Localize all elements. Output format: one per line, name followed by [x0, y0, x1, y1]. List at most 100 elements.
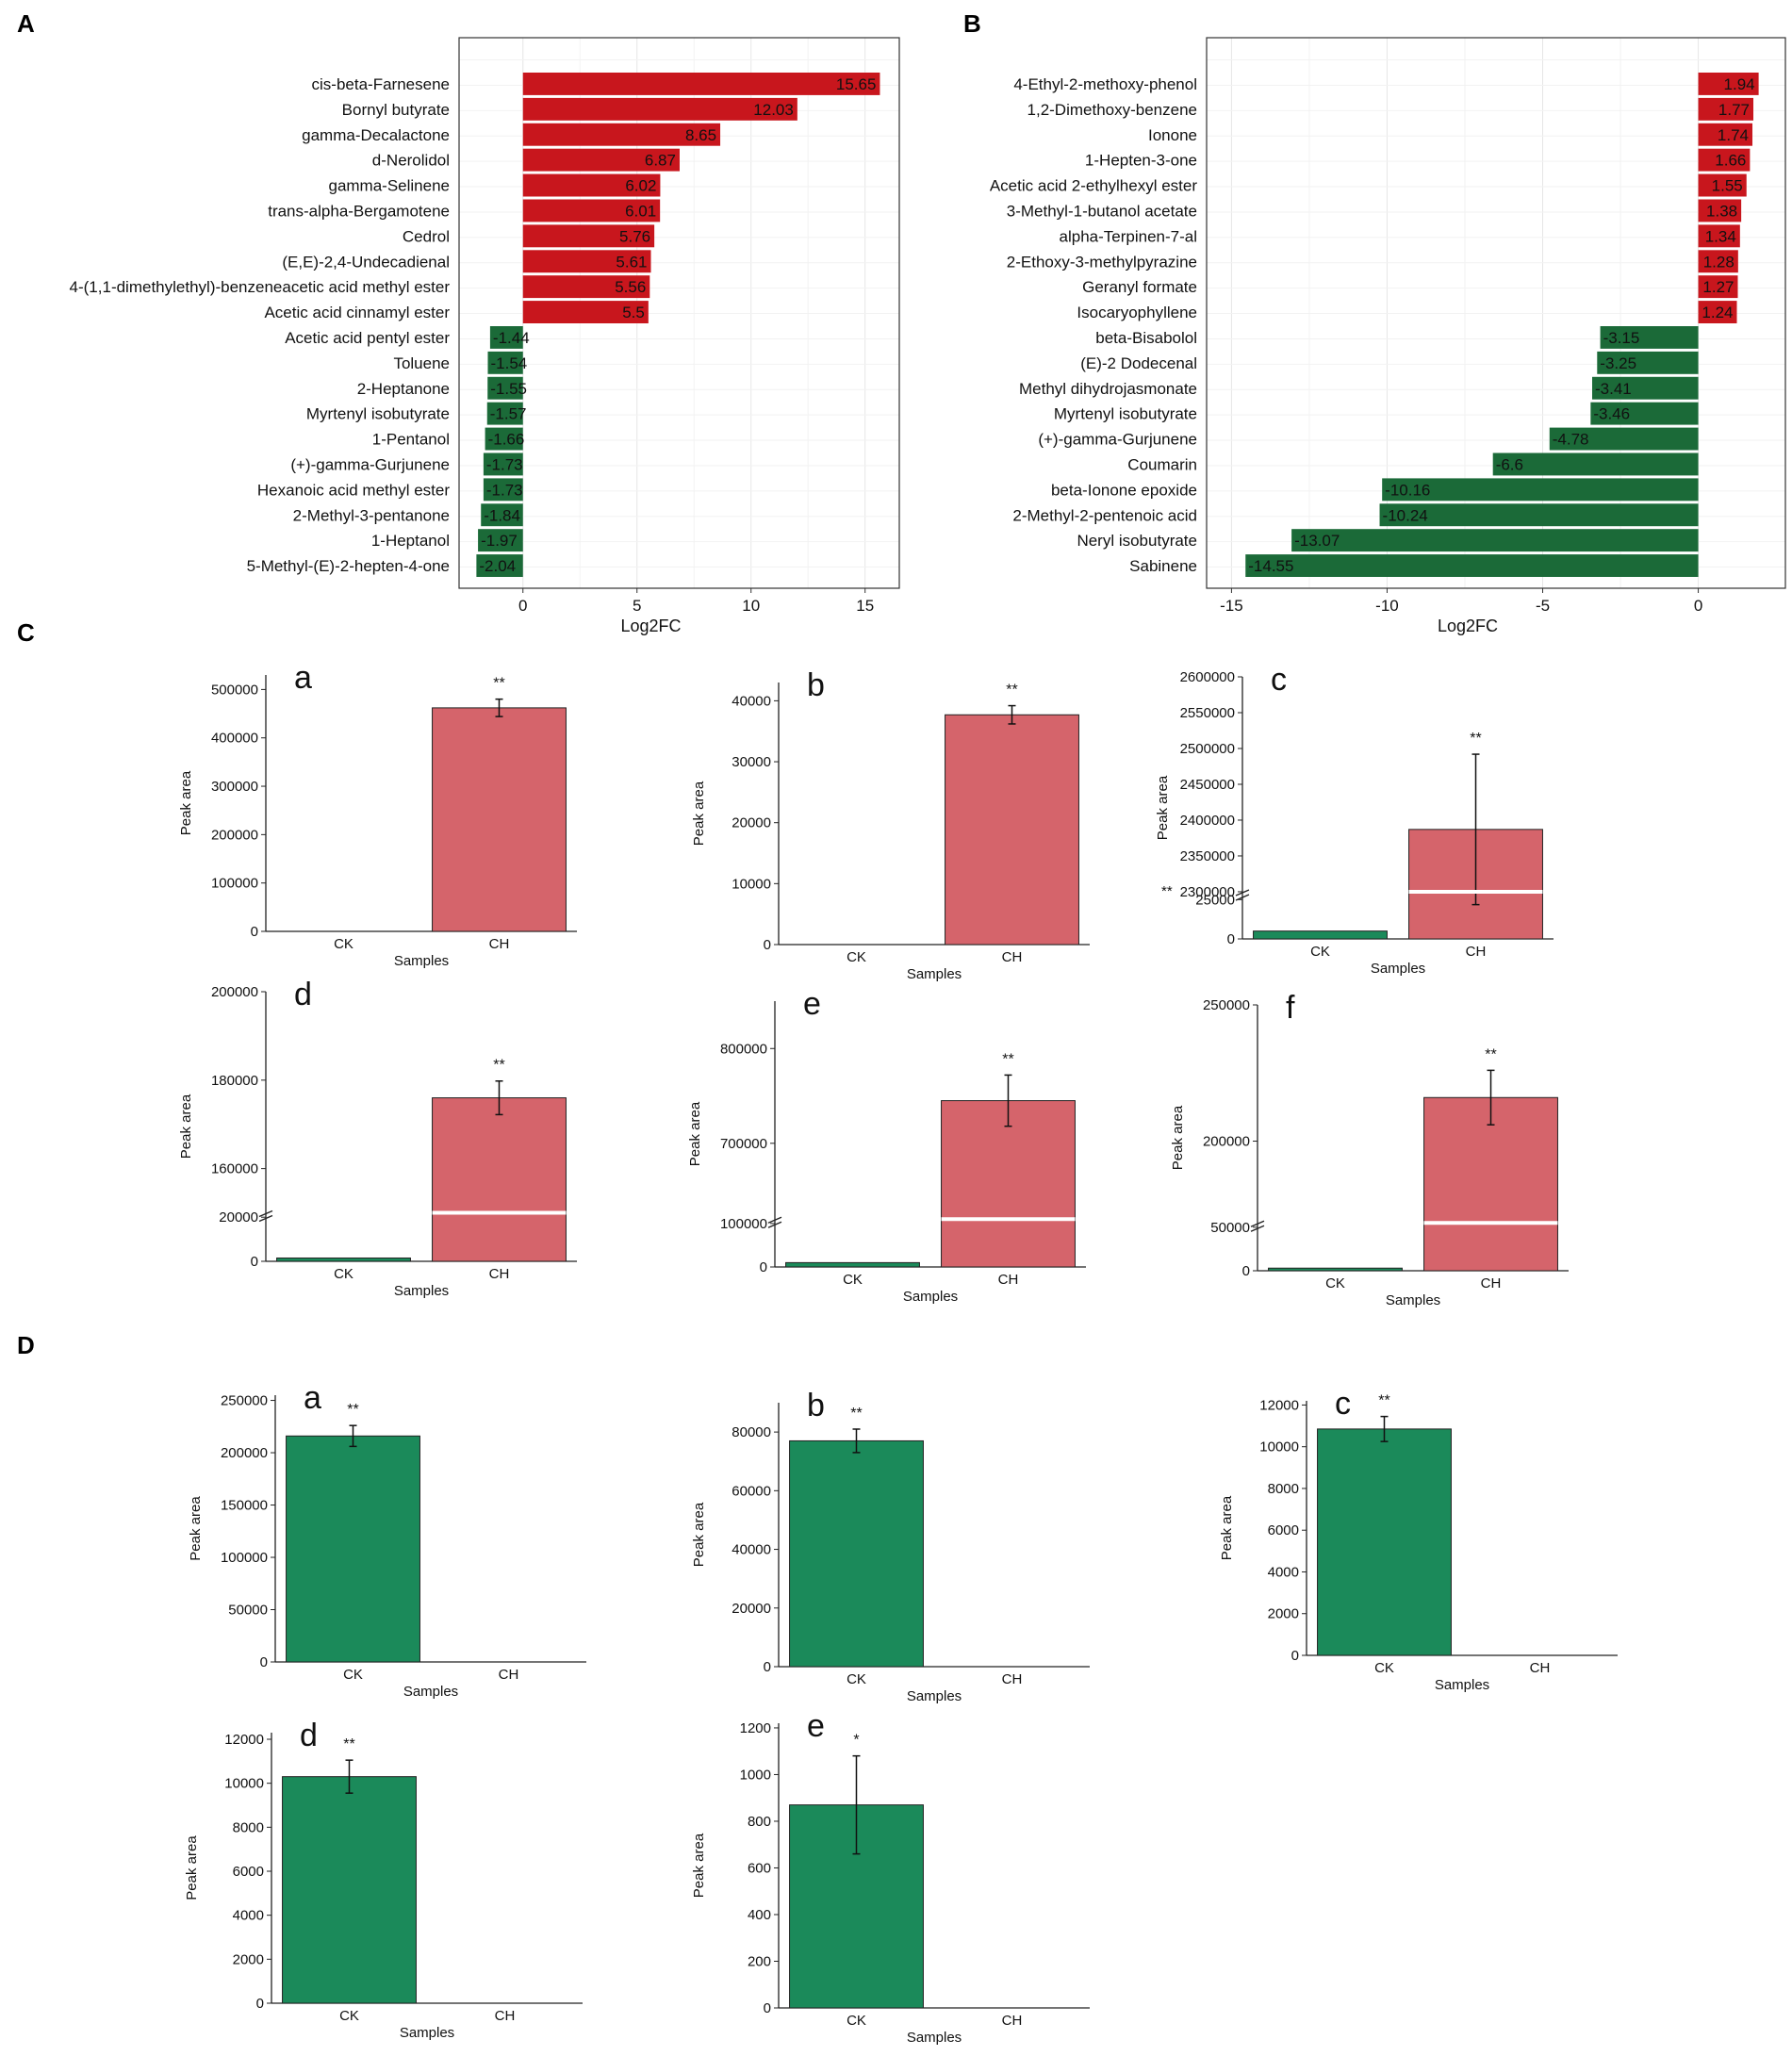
- bar-B-1: [1698, 97, 1753, 121]
- y-tick-label: 2000: [1268, 1606, 1299, 1622]
- category-label-A-2: gamma-Decalactone: [302, 126, 450, 144]
- data-label-A-11: -1.54: [490, 354, 527, 372]
- significance-marker: **: [1378, 1393, 1389, 1409]
- x-category-label: CK: [334, 936, 353, 952]
- x-tick-label: 0: [518, 597, 527, 615]
- bar-B-2: [1698, 123, 1753, 146]
- axis-break-marker: [767, 1216, 782, 1228]
- section-label-B: B: [963, 9, 981, 38]
- bar-A-10: [489, 326, 523, 349]
- y-axis-label: Peak area: [687, 1101, 703, 1166]
- y-tick-label: 50000: [1210, 1220, 1250, 1236]
- data-label-B-8: 1.27: [1702, 278, 1734, 296]
- chart-D-d: 0 2000 4000 6000 8000 10000 12000 ** CK CH Samples…: [184, 1718, 583, 2041]
- chart-B: 1.94 4-Ethyl-2-methoxy-phenol 1.77 1,2-Dime…: [990, 37, 1786, 635]
- y-tick-label: 400000: [211, 731, 258, 747]
- y-tick-label: 2000: [233, 1951, 264, 1967]
- x-axis-label: Samples: [1435, 1677, 1489, 1693]
- bar-A-15: [483, 452, 523, 476]
- x-category-label: CH: [1002, 2013, 1023, 2029]
- chart-A: 15.65 cis-beta-Farnesene 12.03 Bornyl butyr…: [70, 37, 900, 635]
- bar-C-c-CK: [1253, 930, 1388, 940]
- y-tick-label: 80000: [732, 1424, 771, 1440]
- bar-D-a-CK: [286, 1435, 420, 1663]
- significance-marker: **: [343, 1736, 354, 1752]
- bar-B-3: [1698, 148, 1751, 172]
- data-label-B-6: 1.34: [1705, 227, 1736, 245]
- y-tick-label: 1200: [740, 1720, 771, 1736]
- x-category-label: CH: [998, 1272, 1019, 1288]
- data-label-B-2: 1.74: [1718, 126, 1749, 144]
- break-label: **: [1161, 883, 1173, 899]
- bar-B-11: [1597, 351, 1699, 374]
- bar-B-4: [1698, 173, 1747, 197]
- category-label-A-11: Toluene: [393, 354, 450, 372]
- x-tick-label: 0: [1694, 597, 1702, 615]
- y-tick-label: 0: [251, 924, 258, 940]
- bar-B-18: [1291, 529, 1699, 552]
- y-tick-label: 8000: [233, 1819, 264, 1835]
- chart-C-a: 0 100000 200000 300000 400000 500000 ** CK CH Sam…: [178, 660, 577, 969]
- category-label-A-0: cis-beta-Farnesene: [312, 75, 450, 93]
- y-tick-label: 0: [1227, 931, 1235, 947]
- y-axis-label: Peak area: [188, 1496, 204, 1561]
- x-tick-label: 5: [633, 597, 641, 615]
- chart-D-a: 0 50000 100000 150000 200000 250000 ** CK CH Samp…: [188, 1380, 586, 1700]
- bar-B-5: [1698, 199, 1742, 222]
- bar-D-e-CK: [789, 1804, 924, 2009]
- x-category-label: CK: [847, 949, 866, 965]
- data-label-B-15: -6.6: [1496, 455, 1523, 473]
- x-category-label: CH: [495, 2008, 516, 2024]
- bar-C-e-CK: [785, 1261, 920, 1268]
- section-label-A: A: [17, 9, 35, 38]
- y-tick-label: 0: [260, 1654, 268, 1670]
- x-category-label: CK: [847, 1671, 866, 1687]
- y-tick-label: 25000: [1195, 892, 1235, 908]
- bar-B-15: [1492, 452, 1699, 476]
- y-axis-label: Peak area: [1155, 775, 1171, 840]
- bar-B-0: [1698, 73, 1759, 95]
- bar-B-7: [1698, 250, 1738, 273]
- y-tick-label: 200000: [211, 984, 258, 1000]
- panel-letter-D-d: d: [300, 1718, 318, 1753]
- charts-container: 15.65 cis-beta-Farnesene 12.03 Bornyl butyr…: [70, 37, 1786, 2046]
- panel-letter-D-c: c: [1335, 1386, 1351, 1422]
- y-tick-label: 6000: [233, 1864, 264, 1880]
- data-label-B-12: -3.41: [1595, 380, 1632, 398]
- bar-D-c-CK: [1317, 1428, 1452, 1656]
- y-tick-label: 0: [764, 1659, 771, 1675]
- category-label-B-6: alpha-Terpinen-7-al: [1060, 227, 1197, 245]
- significance-marker: **: [1006, 683, 1017, 699]
- data-label-B-19: -14.55: [1248, 557, 1293, 575]
- panel-letter-D-e: e: [807, 1708, 825, 1744]
- bar-B-8: [1698, 275, 1738, 299]
- category-label-A-15: (+)-gamma-Gurjunene: [290, 455, 450, 473]
- y-tick-label: 600: [748, 1860, 771, 1876]
- bar-A-19: [476, 554, 523, 577]
- bar-A-11: [487, 351, 523, 374]
- axis-break-marker: [1250, 1220, 1265, 1232]
- x-axis-label: Samples: [394, 953, 449, 969]
- data-label-A-19: -2.04: [479, 557, 516, 575]
- y-axis-label: Peak area: [691, 1502, 707, 1567]
- data-label-A-8: 5.56: [615, 278, 646, 296]
- x-category-label: CK: [847, 2013, 866, 2029]
- x-category-label: CK: [843, 1272, 863, 1288]
- significance-marker: *: [853, 1733, 859, 1749]
- x-axis-label-B: Log2FC: [1438, 617, 1498, 635]
- y-axis-label: Peak area: [184, 1835, 200, 1900]
- x-category-label: CH: [1481, 1275, 1502, 1291]
- data-label-B-18: -13.07: [1294, 532, 1340, 550]
- bar-A-6: [522, 224, 655, 248]
- y-tick-label: 200: [748, 1953, 771, 1969]
- y-axis-label: Peak area: [691, 781, 707, 846]
- data-label-A-17: -1.84: [484, 506, 520, 524]
- bar-B-19: [1245, 554, 1699, 577]
- significance-marker: **: [1485, 1046, 1496, 1062]
- category-label-B-17: 2-Methyl-2-pentenoic acid: [1012, 506, 1197, 524]
- y-tick-label: 500000: [211, 682, 258, 698]
- category-label-A-12: 2-Heptanone: [357, 380, 450, 398]
- data-label-A-12: -1.55: [490, 380, 527, 398]
- x-axis-label: Samples: [400, 2025, 454, 2041]
